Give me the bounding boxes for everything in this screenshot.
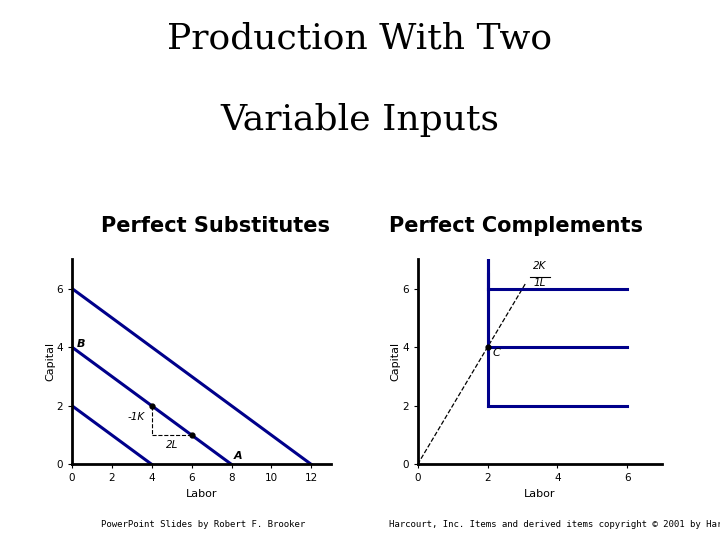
Text: -1K: -1K bbox=[128, 413, 145, 422]
Y-axis label: Capital: Capital bbox=[45, 342, 55, 381]
Text: A: A bbox=[233, 450, 242, 461]
Text: 1L: 1L bbox=[534, 278, 546, 288]
Text: 2L: 2L bbox=[166, 440, 178, 450]
Text: Production With Two: Production With Two bbox=[168, 22, 552, 56]
Text: 2K: 2K bbox=[534, 261, 546, 272]
Text: PowerPoint Slides by Robert F. Brooker: PowerPoint Slides by Robert F. Brooker bbox=[101, 520, 305, 529]
Text: B: B bbox=[77, 339, 86, 349]
Text: Variable Inputs: Variable Inputs bbox=[220, 103, 500, 137]
X-axis label: Labor: Labor bbox=[524, 489, 556, 499]
X-axis label: Labor: Labor bbox=[186, 489, 217, 499]
Text: Harcourt, Inc. Items and derived items copyright © 2001 by Harcourt, Inc.: Harcourt, Inc. Items and derived items c… bbox=[389, 520, 720, 529]
Text: Perfect Complements: Perfect Complements bbox=[389, 216, 643, 236]
Text: Perfect Substitutes: Perfect Substitutes bbox=[101, 216, 330, 236]
Text: C: C bbox=[492, 348, 500, 358]
Y-axis label: Capital: Capital bbox=[390, 342, 400, 381]
